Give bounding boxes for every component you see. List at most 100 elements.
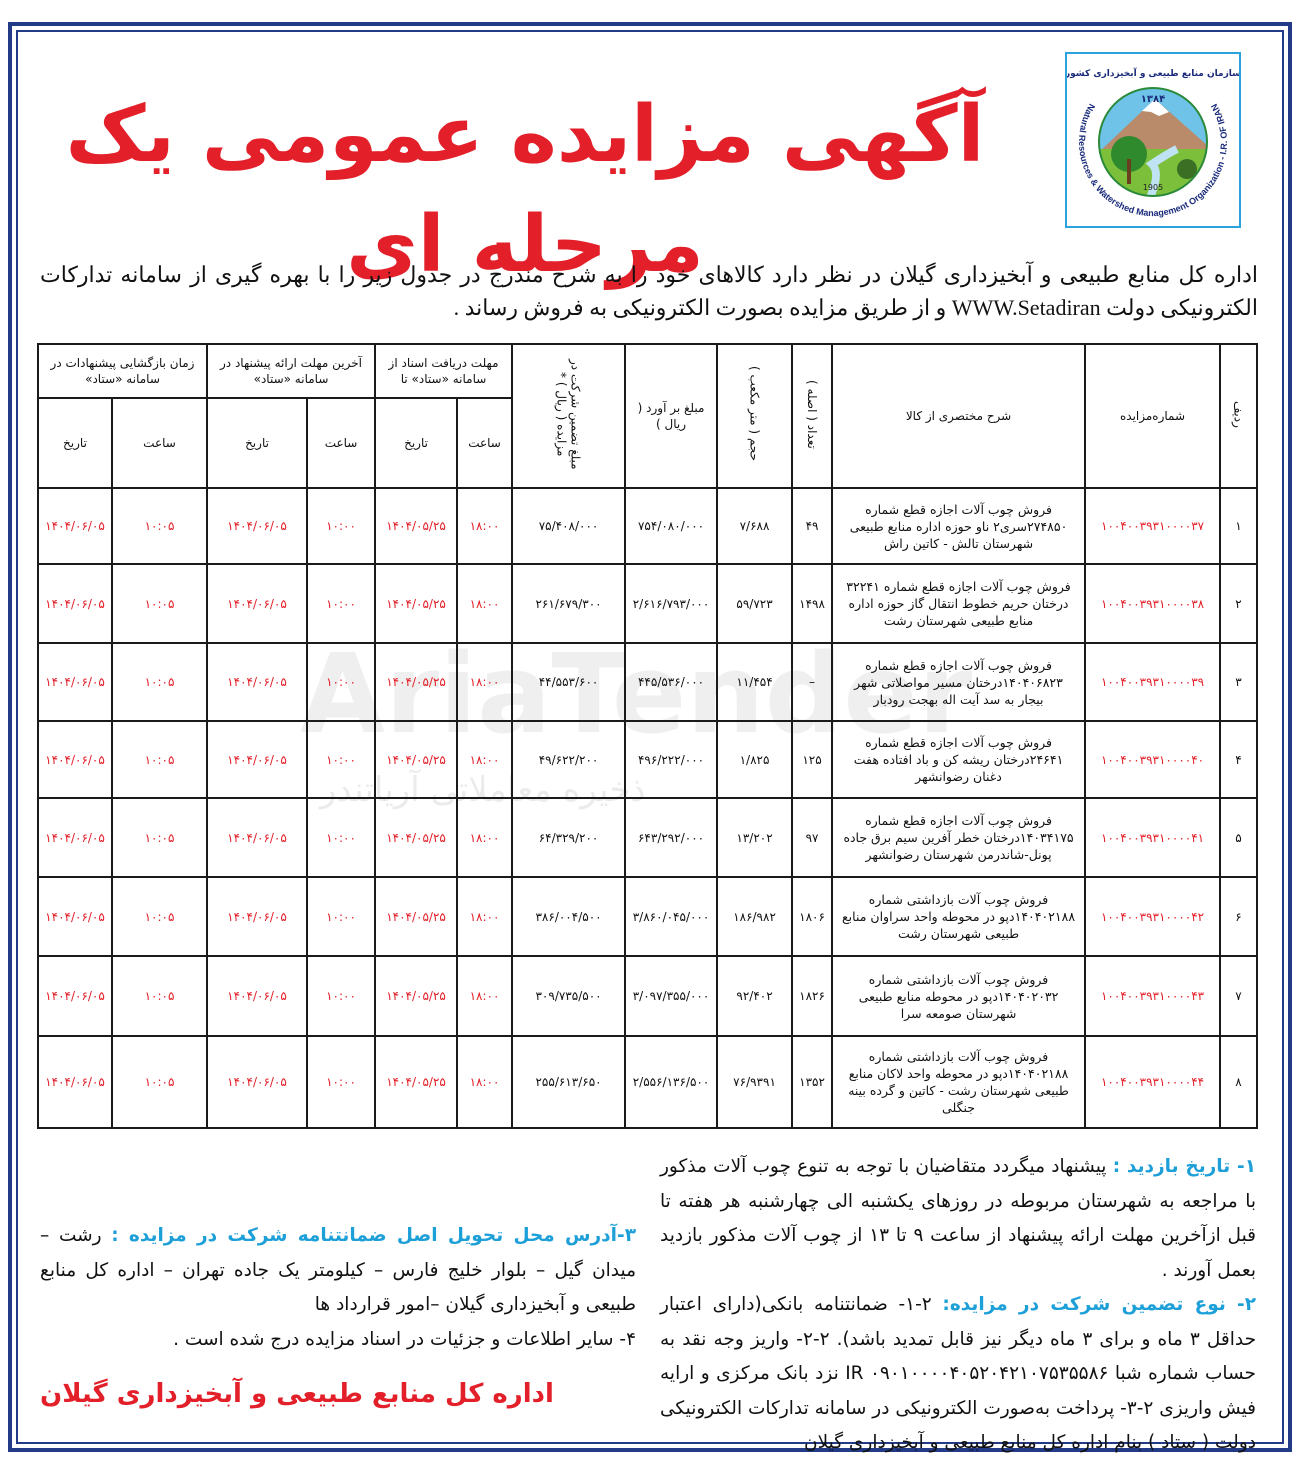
cell-offer-deadline-date: ۱۴۰۴/۰۶/۰۵ <box>205 563 309 644</box>
cell-guarantee-amount: ۷۵/۴۰۸/۰۰۰ <box>511 487 627 565</box>
logo-text-fa: سازمان منابع طبیعی و آبخیزداری کشور <box>1067 67 1239 79</box>
cell-count: ۱۳۵۲ <box>791 1035 834 1129</box>
cell-estimate-amount: ۷۵۴/۰۸۰/۰۰۰ <box>624 487 719 565</box>
logo-emblem-icon: ۱۳۸۴ 1905 سازمان منابع طبیعی و آبخیزداری… <box>1064 58 1241 226</box>
cell-doc-deadline-date: ۱۴۰۴/۰۵/۲۵ <box>374 1035 459 1129</box>
table-row: ۱ ۱۰۰۴۰۰۳۹۳۱۰۰۰۰۳۷ فروش چوب آلات اجازه قطع… <box>37 487 1259 565</box>
cell-count: – <box>791 642 834 722</box>
cell-opening-date: ۱۴۰۴/۰۶/۰۵ <box>37 720 113 799</box>
cell-auction-number: ۱۰۰۴۰۰۳۹۳۱۰۰۰۰۴۰ <box>1084 720 1222 799</box>
cell-offer-deadline-date: ۱۴۰۴/۰۶/۰۵ <box>205 797 309 878</box>
cell-guarantee-amount: ۳۸۶/۰۰۴/۵۰۰ <box>511 876 627 957</box>
header-offer-deadline: آخرین مهلت ارائه پیشنهاد در سامانه «ستاد… <box>205 343 377 399</box>
table-row: ۸ ۱۰۰۴۰۰۳۹۳۱۰۰۰۰۴۴ فروش چوب آلات بازداشتی … <box>37 1035 1259 1129</box>
header-opening: زمان بازگشایی پیشنهادات در سامانه «ستاد» <box>37 343 208 399</box>
header-doc-deadline: مهلت دریافت اسناد از سامانه «ستاد» تا <box>374 343 514 399</box>
table-row: ۶ ۱۰۰۴۰۰۳۹۳۱۰۰۰۰۴۲ فروش چوب آلات بازداشتی … <box>37 876 1259 957</box>
note-4-text: ۴- سایر اطلاعات و جزئیات در اسناد مزایده… <box>173 1328 636 1350</box>
cell-doc-deadline-time: ۱۸:۰۰ <box>456 487 514 565</box>
logo-year-fa: ۱۳۸۴ <box>1141 94 1165 105</box>
cell-doc-deadline-time: ۱۸:۰۰ <box>456 797 514 878</box>
auction-table: ردیف شماره‌مزایده شرح مختصری از کالا تعد… <box>37 343 1259 1129</box>
cell-volume: ۷۶/۹۳۹۱ <box>716 1035 794 1129</box>
cell-estimate-amount: ۶۴۳/۲۹۲/۰۰۰ <box>624 797 719 878</box>
cell-estimate-amount: ۴۹۶/۲۲۲/۰۰۰ <box>624 720 719 799</box>
cell-guarantee-amount: ۴۴/۵۵۳/۶۰۰ <box>511 642 627 722</box>
cell-auction-number: ۱۰۰۴۰۰۳۹۳۱۰۰۰۰۴۳ <box>1084 955 1222 1037</box>
cell-opening-time: ۱۰:۰۵ <box>111 487 208 565</box>
inner-frame <box>16 30 1284 1444</box>
cell-opening-date: ۱۴۰۴/۰۶/۰۵ <box>37 955 113 1037</box>
cell-estimate-amount: ۲/۵۵۶/۱۳۶/۵۰۰ <box>624 1035 719 1129</box>
cell-auction-number: ۱۰۰۴۰۰۳۹۳۱۰۰۰۰۴۲ <box>1084 876 1222 957</box>
organization-logo: ۱۳۸۴ 1905 سازمان منابع طبیعی و آبخیزداری… <box>1064 52 1241 228</box>
cell-doc-deadline-time: ۱۸:۰۰ <box>456 563 514 644</box>
cell-offer-deadline-time: ۱۰:۰۰ <box>306 876 377 957</box>
cell-count: ۱۸۰۶ <box>791 876 834 957</box>
cell-row-number: ۵ <box>1219 797 1259 878</box>
cell-volume: ۵۹/۷۲۳ <box>716 563 794 644</box>
signature: اداره کل منابع طبیعی و آبخیزداری گیلان <box>40 1379 554 1409</box>
header-count: تعداد ( اصله ) <box>791 343 834 489</box>
notes-left: ۳-آدرس محل تحویل اصل ضمانتنامه شرکت در م… <box>40 1150 636 1412</box>
cell-auction-number: ۱۰۰۴۰۰۳۹۳۱۰۰۰۰۳۸ <box>1084 563 1222 644</box>
cell-item-description: فروش چوب آلات اجازه قطع شماره ۲۷۴۸۵۰سری۲… <box>831 487 1087 565</box>
cell-doc-deadline-date: ۱۴۰۴/۰۵/۲۵ <box>374 720 459 799</box>
page-title: آگهی مزایده عمومی یک مرحله ای <box>65 90 986 290</box>
cell-offer-deadline-time: ۱۰:۰۰ <box>306 797 377 878</box>
cell-opening-time: ۱۰:۰۵ <box>111 876 208 957</box>
cell-opening-date: ۱۴۰۴/۰۶/۰۵ <box>37 563 113 644</box>
header-estimate: مبلغ بر آورد ( ریال ) <box>624 343 719 489</box>
table-row: ۷ ۱۰۰۴۰۰۳۹۳۱۰۰۰۰۴۳ فروش چوب آلات بازداشتی … <box>37 955 1259 1037</box>
table-row: ۲ ۱۰۰۴۰۰۳۹۳۱۰۰۰۰۳۸ فروش چوب آلات اجازه قطع… <box>37 563 1259 644</box>
cell-offer-deadline-date: ۱۴۰۴/۰۶/۰۵ <box>205 876 309 957</box>
cell-volume: ۹۲/۴۰۲ <box>716 955 794 1037</box>
header-date: تاریخ <box>374 397 459 489</box>
cell-estimate-amount: ۲/۶۱۶/۷۹۳/۰۰۰ <box>624 563 719 644</box>
note-3-heading: ۳-آدرس محل تحویل اصل ضمانتنامه شرکت در م… <box>111 1225 636 1246</box>
note-2-text: ۲-۱- ضمانتنامه بانکی(دارای اعتبار حداقل … <box>660 1294 1256 1453</box>
cell-offer-deadline-time: ۱۰:۰۰ <box>306 642 377 722</box>
cell-volume: ۱/۸۲۵ <box>716 720 794 799</box>
cell-opening-date: ۱۴۰۴/۰۶/۰۵ <box>37 797 113 878</box>
cell-offer-deadline-date: ۱۴۰۴/۰۶/۰۵ <box>205 1035 309 1129</box>
header-time: ساعت <box>456 397 514 489</box>
header-time: ساعت <box>306 397 377 489</box>
cell-doc-deadline-date: ۱۴۰۴/۰۵/۲۵ <box>374 876 459 957</box>
cell-item-description: فروش چوب آلات اجازه قطع شماره ۲۴۶۴۱درختا… <box>831 720 1087 799</box>
table-row: ۴ ۱۰۰۴۰۰۳۹۳۱۰۰۰۰۴۰ فروش چوب آلات اجازه قطع… <box>37 720 1259 799</box>
cell-estimate-amount: ۳/۸۶۰/۰۴۵/۰۰۰ <box>624 876 719 957</box>
cell-offer-deadline-date: ۱۴۰۴/۰۶/۰۵ <box>205 487 309 565</box>
cell-row-number: ۳ <box>1219 642 1259 722</box>
cell-row-number: ۶ <box>1219 876 1259 957</box>
cell-guarantee-amount: ۶۴/۳۲۹/۲۰۰ <box>511 797 627 878</box>
cell-guarantee-amount: ۲۵۵/۶۱۳/۶۵۰ <box>511 1035 627 1129</box>
cell-item-description: فروش چوب آلات بازداشتی شماره ۱۴۰۴۰۲۱۸۸دپ… <box>831 876 1087 957</box>
cell-doc-deadline-time: ۱۸:۰۰ <box>456 720 514 799</box>
cell-opening-time: ۱۰:۰۵ <box>111 642 208 722</box>
cell-opening-time: ۱۰:۰۵ <box>111 955 208 1037</box>
header-time: ساعت <box>111 397 208 489</box>
cell-doc-deadline-time: ۱۸:۰۰ <box>456 1035 514 1129</box>
cell-doc-deadline-date: ۱۴۰۴/۰۵/۲۵ <box>374 642 459 722</box>
outer-frame <box>8 22 1292 1452</box>
cell-item-description: فروش چوب آلات اجازه قطع شماره ۱۴۰۴۰۶۸۲۳د… <box>831 642 1087 722</box>
cell-opening-time: ۱۰:۰۵ <box>111 720 208 799</box>
cell-volume: ۱۸۶/۹۸۲ <box>716 876 794 957</box>
cell-row-number: ۱ <box>1219 487 1259 565</box>
header-volume: حجم ( متر مکعب ) <box>716 343 794 489</box>
cell-offer-deadline-time: ۱۰:۰۰ <box>306 487 377 565</box>
cell-guarantee-amount: ۳۰۹/۷۳۵/۵۰۰ <box>511 955 627 1037</box>
cell-estimate-amount: ۳/۰۹۷/۳۵۵/۰۰۰ <box>624 955 719 1037</box>
note-1-text: پیشنهاد میگردد متقاضیان با توجه به تنوع … <box>660 1156 1256 1281</box>
cell-doc-deadline-date: ۱۴۰۴/۰۵/۲۵ <box>374 955 459 1037</box>
cell-row-number: ۸ <box>1219 1035 1259 1129</box>
cell-item-description: فروش چوب آلات بازداشتی شماره ۱۴۰۴۰۲۰۳۲دپ… <box>831 955 1087 1037</box>
header-row-number: ردیف <box>1219 343 1259 489</box>
cell-estimate-amount: ۴۴۵/۵۳۶/۰۰۰ <box>624 642 719 722</box>
cell-opening-date: ۱۴۰۴/۰۶/۰۵ <box>37 642 113 722</box>
cell-count: ۱۸۲۶ <box>791 955 834 1037</box>
cell-item-description: فروش چوب آلات بازداشتی شماره ۱۴۰۴۰۲۱۸۸دپ… <box>831 1035 1087 1129</box>
cell-guarantee-amount: ۴۹/۶۲۲/۲۰۰ <box>511 720 627 799</box>
cell-opening-time: ۱۰:۰۵ <box>111 797 208 878</box>
